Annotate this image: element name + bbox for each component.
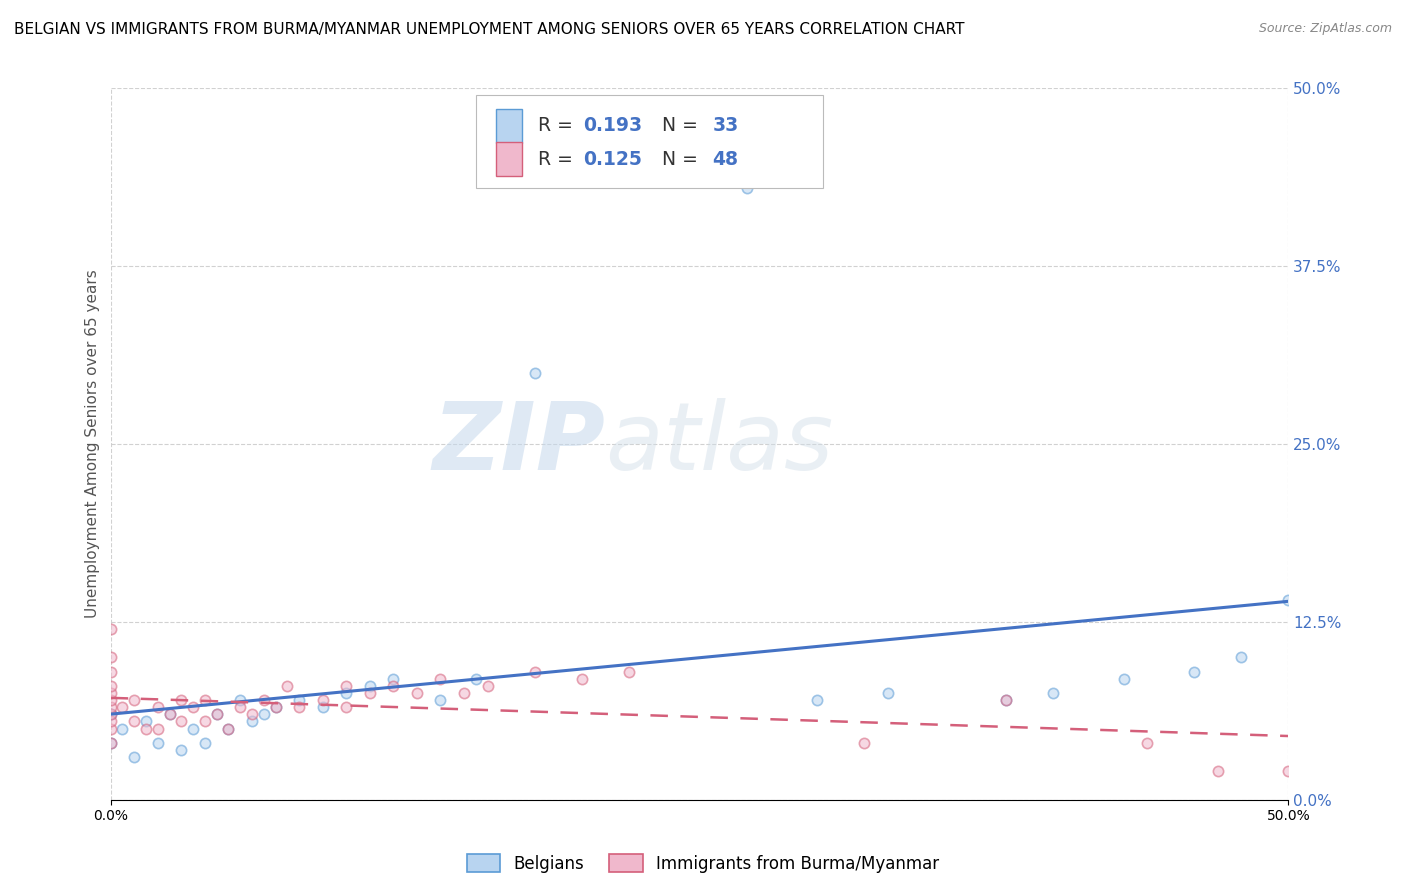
Point — [122, 750, 145, 764]
Point — [335, 686, 357, 700]
Point — [135, 714, 157, 729]
Point — [276, 679, 298, 693]
Point — [429, 672, 451, 686]
Bar — [496, 142, 522, 177]
Text: N =: N = — [650, 116, 704, 135]
Text: R =: R = — [538, 150, 579, 169]
Point — [122, 714, 145, 729]
Point — [994, 693, 1017, 707]
Text: ZIP: ZIP — [433, 398, 606, 490]
Point — [288, 693, 311, 707]
Point — [312, 700, 335, 714]
Text: 0.193: 0.193 — [583, 116, 643, 135]
Point — [1206, 764, 1229, 779]
Point — [100, 622, 122, 636]
Point — [159, 707, 181, 722]
Point — [100, 736, 122, 750]
Point — [1277, 764, 1299, 779]
Point — [100, 714, 122, 729]
Point — [312, 693, 335, 707]
Point — [464, 672, 486, 686]
Point — [170, 743, 193, 757]
Point — [218, 722, 240, 736]
Point — [453, 686, 475, 700]
Point — [1182, 665, 1205, 679]
Point — [735, 180, 758, 194]
Point — [853, 736, 876, 750]
Point — [111, 722, 134, 736]
Text: N =: N = — [650, 150, 704, 169]
Point — [170, 693, 193, 707]
Point — [181, 722, 204, 736]
Point — [111, 700, 134, 714]
Point — [229, 700, 252, 714]
Point — [335, 700, 357, 714]
Point — [194, 714, 217, 729]
Point — [194, 693, 217, 707]
Text: 33: 33 — [713, 116, 738, 135]
Text: atlas: atlas — [606, 399, 834, 490]
Text: 48: 48 — [713, 150, 738, 169]
Legend: Belgians, Immigrants from Burma/Myanmar: Belgians, Immigrants from Burma/Myanmar — [460, 847, 946, 880]
Point — [1230, 650, 1253, 665]
Text: R =: R = — [538, 116, 579, 135]
Point — [100, 736, 122, 750]
FancyBboxPatch shape — [475, 95, 824, 187]
Point — [146, 736, 169, 750]
Point — [100, 679, 122, 693]
Point — [877, 686, 900, 700]
Point — [806, 693, 828, 707]
Point — [335, 679, 357, 693]
Point — [288, 700, 311, 714]
Point — [100, 700, 122, 714]
Point — [205, 707, 228, 722]
Point — [1136, 736, 1159, 750]
Point — [229, 693, 252, 707]
Point — [170, 714, 193, 729]
Y-axis label: Unemployment Among Seniors over 65 years: Unemployment Among Seniors over 65 years — [86, 269, 100, 618]
Point — [429, 693, 451, 707]
Point — [382, 672, 405, 686]
Point — [359, 686, 381, 700]
Point — [181, 700, 204, 714]
Point — [205, 707, 228, 722]
Point — [194, 736, 217, 750]
Point — [100, 693, 122, 707]
Point — [264, 700, 287, 714]
Point — [253, 707, 276, 722]
Point — [382, 679, 405, 693]
Text: BELGIAN VS IMMIGRANTS FROM BURMA/MYANMAR UNEMPLOYMENT AMONG SENIORS OVER 65 YEAR: BELGIAN VS IMMIGRANTS FROM BURMA/MYANMAR… — [14, 22, 965, 37]
Point — [523, 665, 546, 679]
Point — [122, 693, 145, 707]
Point — [571, 672, 593, 686]
Point — [477, 679, 499, 693]
Point — [100, 686, 122, 700]
Point — [100, 707, 122, 722]
Point — [135, 722, 157, 736]
Point — [1112, 672, 1135, 686]
Point — [994, 693, 1017, 707]
Point — [1277, 593, 1299, 607]
Point — [100, 665, 122, 679]
Point — [146, 700, 169, 714]
Point — [100, 722, 122, 736]
Point — [159, 707, 181, 722]
Point — [264, 700, 287, 714]
Bar — [496, 109, 522, 143]
Text: 0.125: 0.125 — [583, 150, 643, 169]
Point — [100, 707, 122, 722]
Point — [240, 714, 263, 729]
Point — [240, 707, 263, 722]
Point — [253, 693, 276, 707]
Point — [617, 665, 640, 679]
Point — [1042, 686, 1064, 700]
Point — [406, 686, 429, 700]
Point — [359, 679, 381, 693]
Point — [218, 722, 240, 736]
Point — [523, 366, 546, 380]
Text: Source: ZipAtlas.com: Source: ZipAtlas.com — [1258, 22, 1392, 36]
Point — [100, 650, 122, 665]
Point — [146, 722, 169, 736]
